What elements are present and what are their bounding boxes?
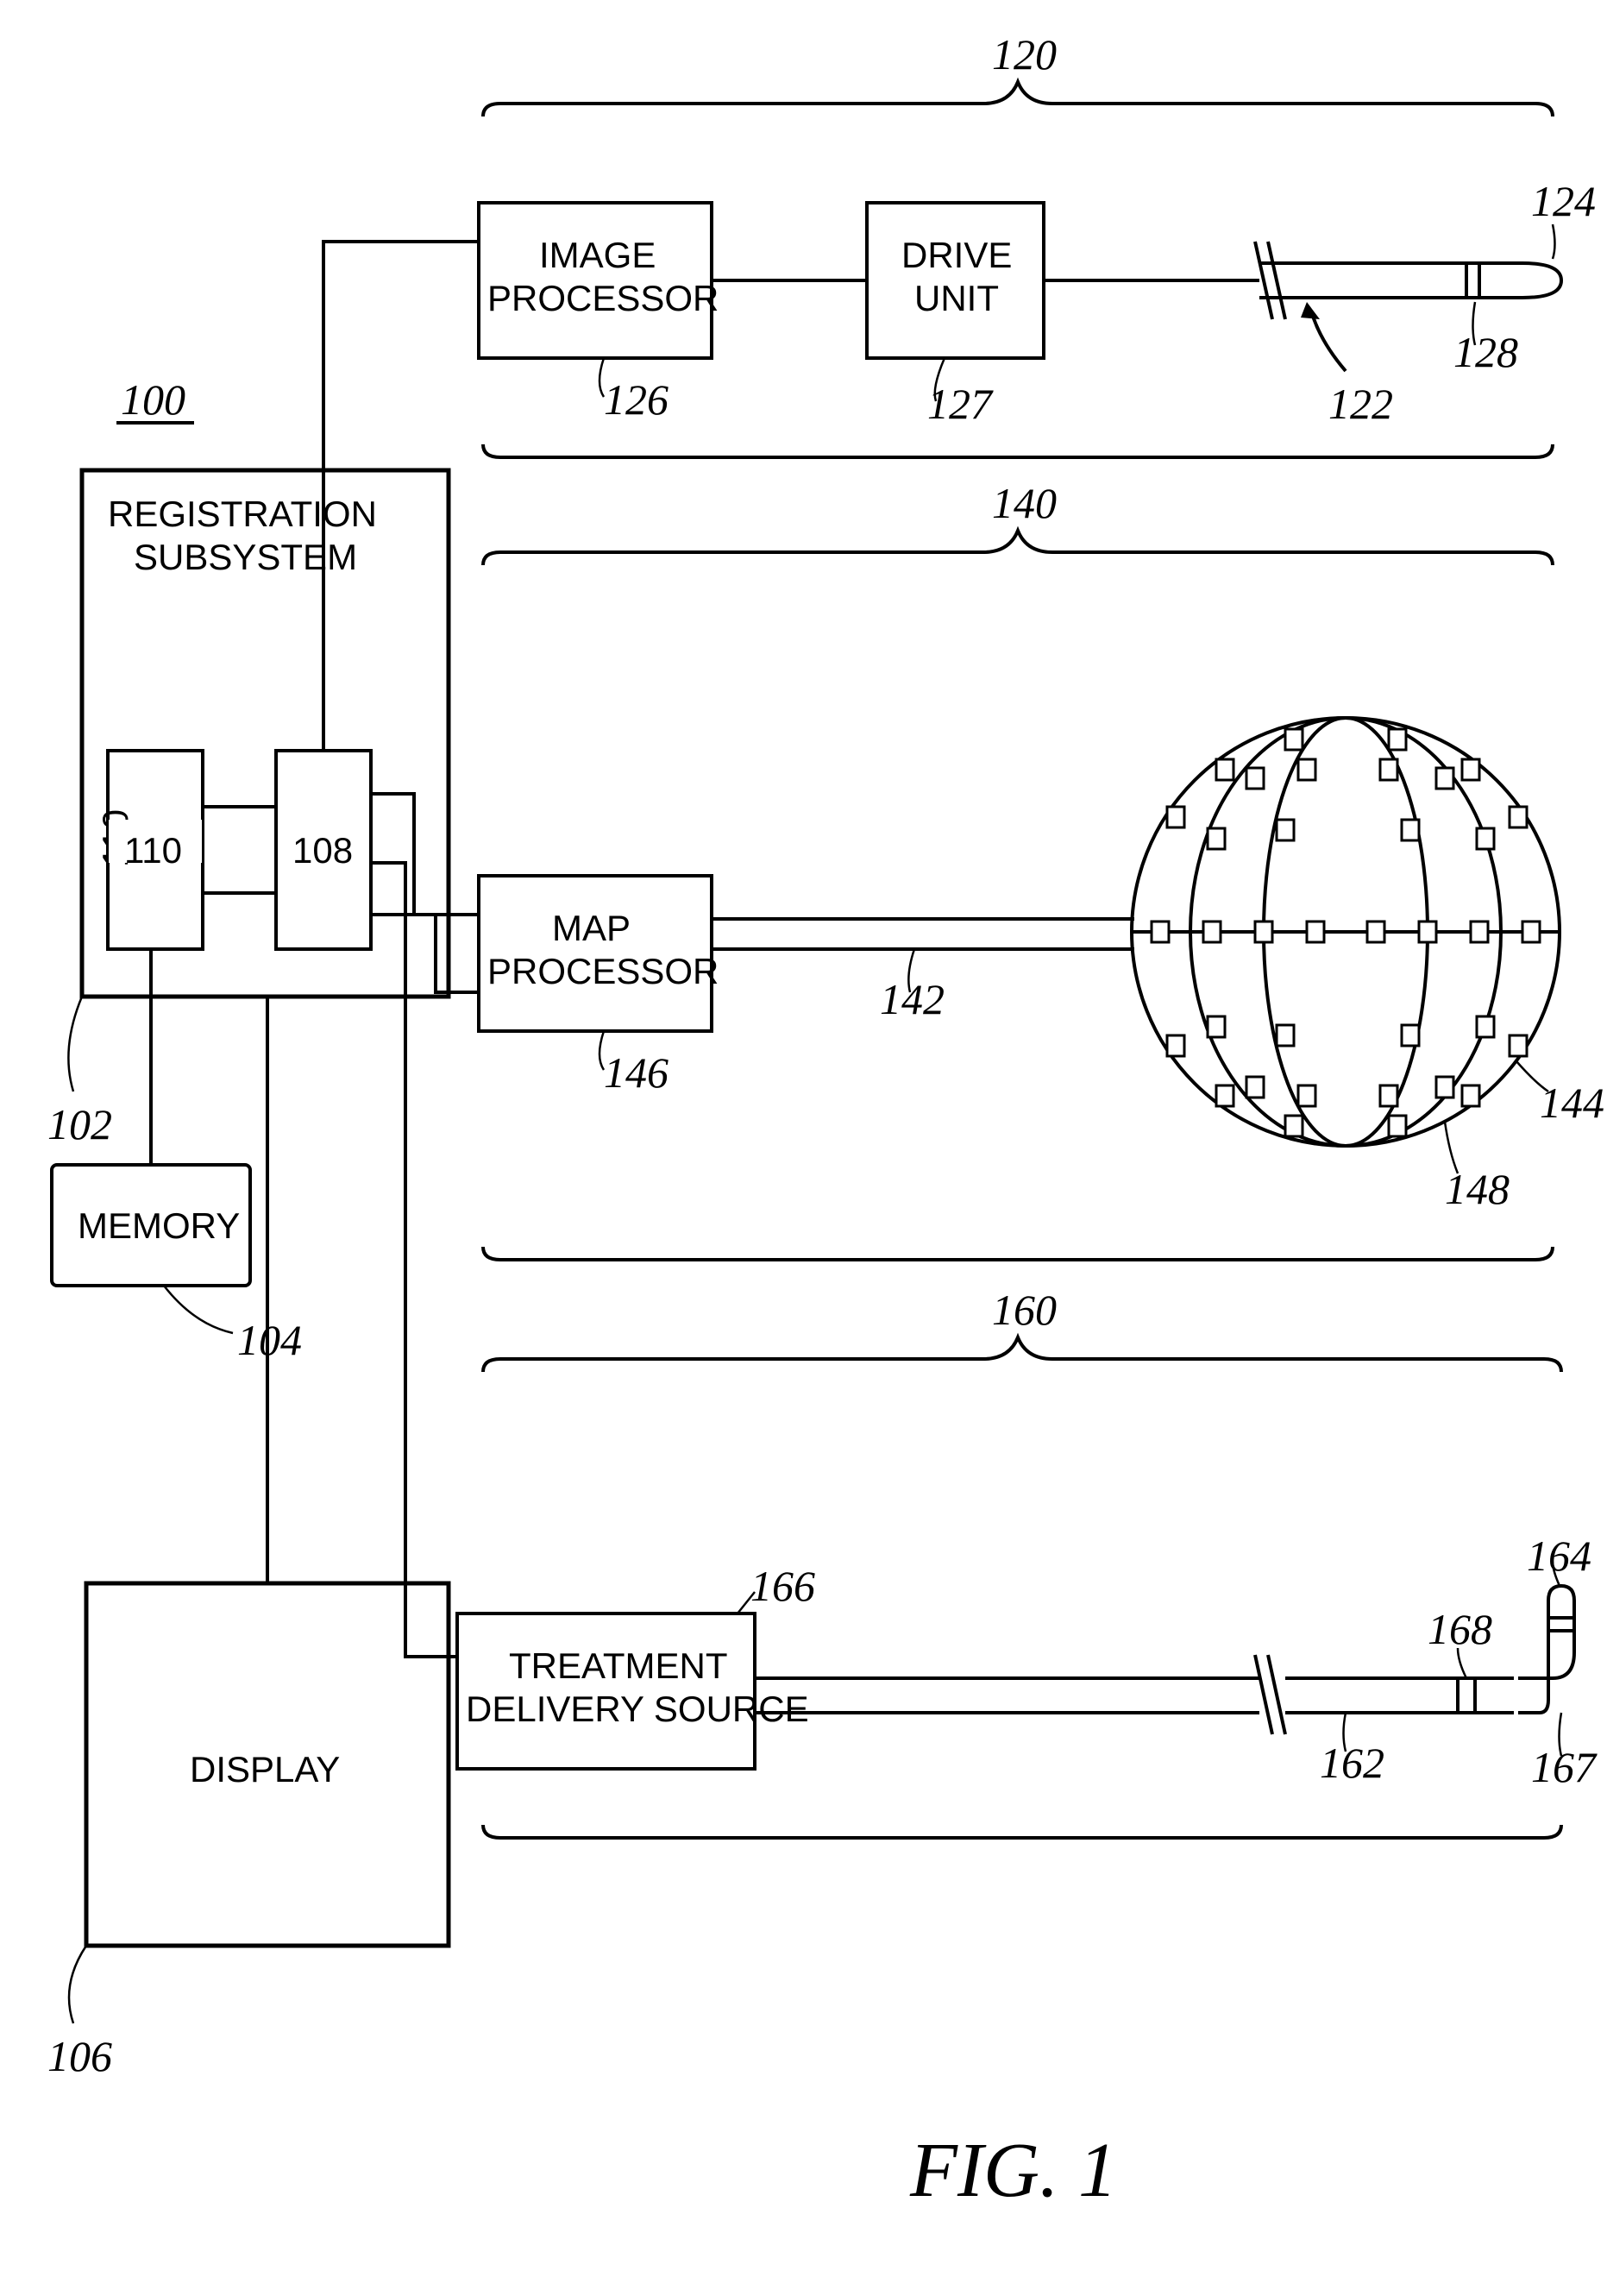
leader-162 [1344, 1713, 1346, 1752]
leader-102 [68, 997, 82, 1091]
leader-144 [1516, 1061, 1548, 1091]
brace-140-close [483, 1247, 1553, 1260]
ref-168: 168 [1428, 1605, 1492, 1653]
ref-127: 127 [927, 380, 994, 428]
ref-164: 164 [1527, 1532, 1591, 1580]
ref-148: 148 [1445, 1165, 1510, 1213]
ref-126: 126 [604, 375, 669, 424]
brace-140 [483, 531, 1553, 565]
ref-166: 166 [750, 1562, 815, 1610]
catheter-162 [755, 1579, 1570, 1734]
leader-106 [69, 1946, 86, 2023]
basket-144 [1132, 718, 1560, 1146]
brace-120-close [483, 444, 1553, 457]
ref-102: 102 [47, 1100, 112, 1148]
ref-100: 100 [121, 375, 185, 424]
figure-label: FIG. 1 [909, 2128, 1117, 2213]
ref-140: 140 [992, 479, 1057, 527]
probe-122 [1255, 242, 1561, 319]
display-label: DISPLAY [190, 1749, 340, 1790]
label-108: 108 [292, 830, 353, 871]
mp-l1: MAP [552, 908, 631, 948]
ref-106: 106 [47, 2032, 112, 2080]
brace-120 [483, 82, 1553, 116]
mp-l2: PROCESSOR [487, 951, 719, 991]
registration-label-1: REGISTRATION [108, 494, 377, 534]
brace-160 [483, 1337, 1561, 1372]
catheter-hook [1514, 1570, 1591, 1726]
ref-146: 146 [604, 1048, 669, 1097]
label-110b: 110 [124, 830, 182, 871]
t-l2: DELIVERY SOURCE [466, 1689, 809, 1729]
ref-162: 162 [1320, 1739, 1384, 1787]
du-l2: UNIT [914, 278, 999, 318]
brace-160-close [483, 1825, 1561, 1838]
t-l1: TREATMENT [509, 1645, 728, 1686]
leader-128 [1473, 302, 1476, 345]
memory-label: MEMORY [78, 1205, 240, 1246]
leader-122 [1311, 311, 1346, 371]
ref-167: 167 [1531, 1743, 1598, 1791]
ref-128: 128 [1453, 328, 1518, 376]
ref-120: 120 [992, 30, 1057, 79]
ref-144: 144 [1540, 1079, 1604, 1127]
ref-160: 160 [992, 1286, 1057, 1334]
ip-l2: PROCESSOR [487, 278, 719, 318]
ref-142: 142 [880, 975, 945, 1023]
leader-167 [1560, 1713, 1562, 1756]
ref-122: 122 [1328, 380, 1393, 428]
ref-124: 124 [1531, 177, 1596, 225]
du-l1: DRIVE [901, 235, 1012, 275]
diagram-root: 120 140 160 100 REGISTRATION SUBSYSTEM 1… [0, 0, 1607, 2296]
leader-124 [1553, 224, 1555, 259]
arrow-122 [1301, 302, 1320, 319]
ip-l1: IMAGE [539, 235, 656, 275]
ref-104: 104 [237, 1316, 302, 1364]
